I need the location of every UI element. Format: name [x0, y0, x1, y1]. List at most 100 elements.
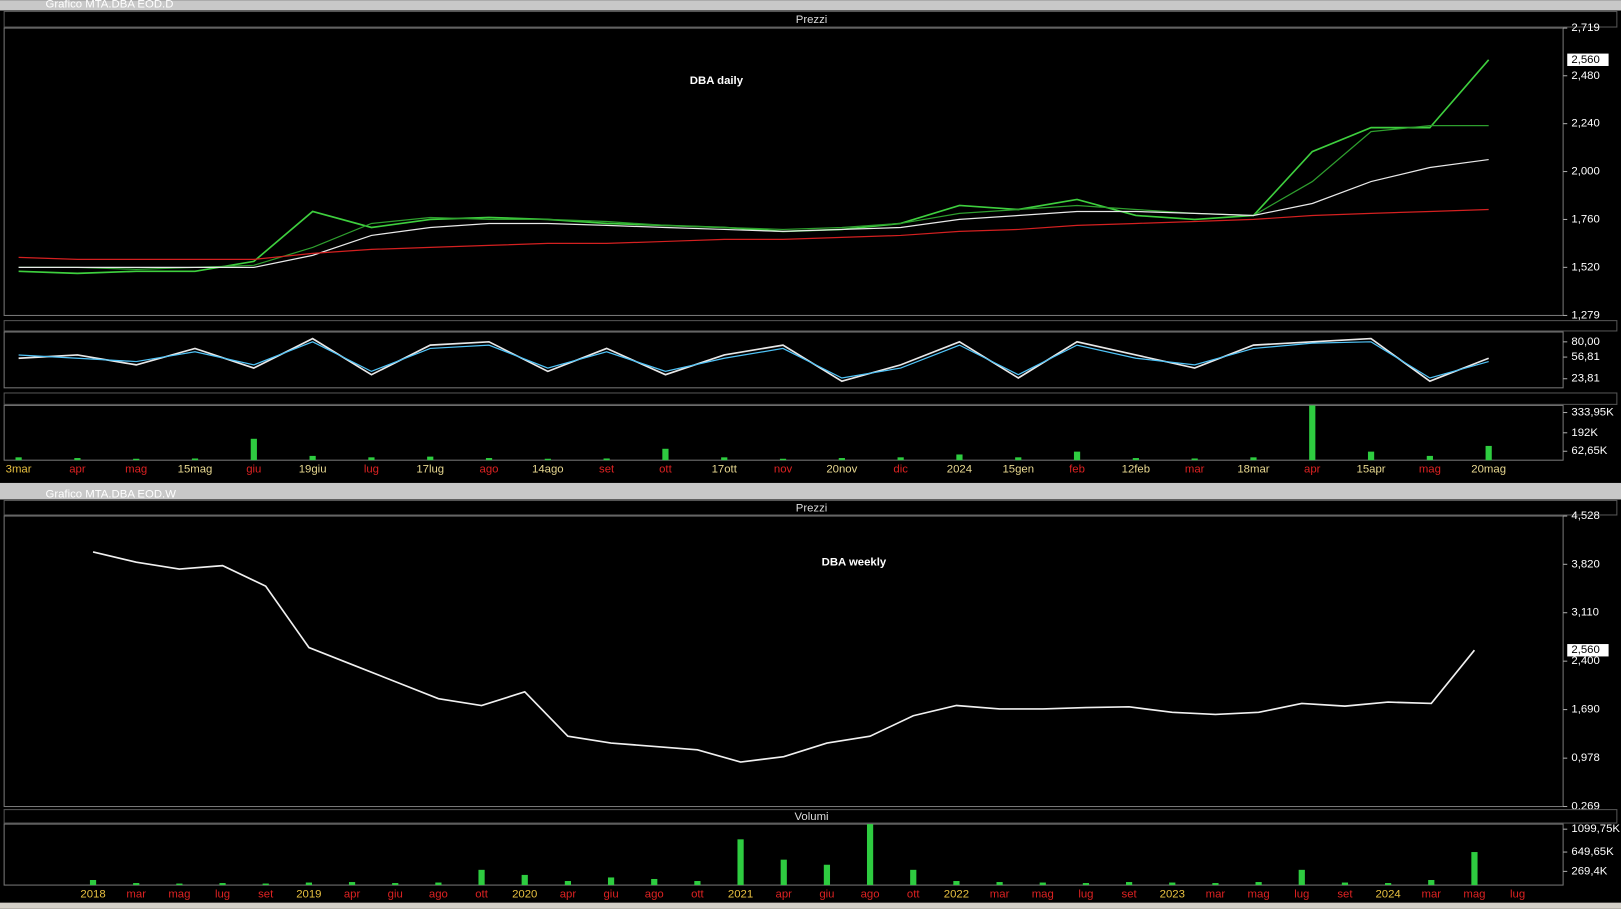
volume-bar — [133, 458, 140, 461]
price-line — [18, 208, 1489, 261]
y-tick-label: 1,760 — [1571, 213, 1599, 225]
volume-bar — [780, 859, 787, 886]
volume-bar — [607, 877, 615, 886]
status-bar — [0, 902, 1621, 909]
x-tick-label: giu — [819, 888, 834, 900]
y-tick-label: 192K — [1571, 427, 1598, 439]
volume-bar — [435, 882, 442, 886]
x-tick-label: lug — [1510, 888, 1525, 900]
volume-bar — [1485, 445, 1492, 461]
volume-bar — [392, 883, 399, 886]
volume-bar — [89, 879, 97, 886]
volume-bar — [478, 869, 485, 886]
volume-bar — [564, 881, 572, 886]
volume-bar — [250, 438, 257, 461]
volume-bar — [953, 881, 960, 886]
x-tick-label: mar — [1421, 888, 1441, 900]
x-tick-label: nov — [774, 463, 793, 475]
header-bar — [3, 392, 1618, 405]
window-bar — [0, 0, 1621, 11]
volume-bar — [1341, 882, 1349, 886]
x-tick-label: apr — [776, 888, 793, 900]
x-tick-label: ott — [691, 888, 704, 900]
volume-bar — [544, 458, 551, 461]
x-tick-label: apr — [344, 888, 361, 900]
price-line — [92, 551, 1476, 763]
window-title: Grafico MTA.DBA EOD.W — [45, 488, 176, 500]
volume-bar — [1428, 879, 1435, 886]
x-tick-label: ago — [429, 888, 448, 900]
price-line — [18, 158, 1489, 269]
x-tick-label: lug — [1294, 888, 1309, 900]
volume-bar — [1015, 457, 1022, 461]
volume-bar — [1039, 882, 1046, 886]
x-tick-label: 17lug — [416, 463, 444, 475]
y-tick-label: 3,110 — [1571, 607, 1599, 619]
last-price-box — [1567, 53, 1609, 66]
x-tick-label: lug — [215, 888, 230, 900]
x-tick-label: apr — [1304, 463, 1321, 475]
y-tick-label: 1,520 — [1571, 261, 1599, 273]
volume-bar — [1082, 883, 1090, 886]
last-price-box — [1567, 644, 1609, 657]
x-tick-label: mag — [1032, 888, 1054, 900]
x-tick-label: 2023 — [1160, 888, 1185, 900]
volume-bar — [521, 874, 528, 886]
volume-bar — [603, 458, 610, 461]
panel-title: Prezzi — [796, 502, 828, 514]
volume-bar — [779, 458, 787, 461]
price-line — [18, 341, 1489, 379]
plot-area — [3, 331, 1564, 389]
volume-bar — [219, 883, 226, 886]
x-tick-label: set — [1337, 888, 1353, 900]
y-tick-label: 2,719 — [1571, 22, 1599, 34]
volume-bar — [1385, 883, 1392, 886]
volume-bar — [1125, 882, 1133, 886]
x-tick-label: 2018 — [80, 888, 105, 900]
x-tick-label: mag — [1419, 463, 1441, 475]
x-tick-label: lug — [1078, 888, 1093, 900]
price-line — [18, 59, 1490, 275]
volume-bar — [651, 878, 658, 886]
header-bar — [3, 499, 1618, 516]
x-tick-label: mar — [1185, 463, 1205, 475]
x-tick-label: giu — [388, 888, 403, 900]
volume-bar — [1169, 882, 1176, 886]
header-bar — [3, 809, 1618, 824]
x-tick-label: feb — [1069, 463, 1085, 475]
volume-bar — [897, 457, 904, 461]
volume-bar — [176, 883, 183, 886]
volume-bar — [1255, 882, 1262, 886]
y-tick-label: 23,81 — [1571, 373, 1599, 385]
annotation: DBA weekly — [822, 557, 887, 569]
x-tick-label: apr — [560, 888, 577, 900]
x-tick-label: 15gen — [1002, 463, 1034, 475]
x-tick-label: 2024 — [947, 463, 972, 475]
last-price-label: 2,560 — [1571, 54, 1599, 66]
x-tick-label: dic — [893, 463, 908, 475]
volume-bar — [485, 458, 493, 461]
volume-bar — [996, 882, 1003, 886]
volume-bar — [1298, 869, 1305, 886]
x-tick-label: 12feb — [1122, 463, 1150, 475]
y-tick-label: 3,820 — [1571, 558, 1599, 570]
x-tick-label: 2020 — [512, 888, 537, 900]
y-tick-label: 333,95K — [1571, 407, 1614, 419]
x-tick-label: ago — [480, 463, 499, 475]
window-bar — [0, 482, 1621, 500]
volume-bar — [133, 883, 140, 886]
x-tick-label: giu — [246, 463, 261, 475]
x-tick-label: mar — [990, 888, 1010, 900]
y-tick-label: 2,400 — [1571, 655, 1599, 667]
volume-bar — [662, 448, 669, 461]
x-tick-label: lug — [364, 463, 379, 475]
header-bar — [3, 10, 1618, 28]
volume-bar — [956, 454, 963, 461]
y-tick-label: 2,480 — [1571, 70, 1599, 82]
x-tick-label: 3mar — [6, 463, 32, 475]
x-tick-label: set — [599, 463, 615, 475]
y-tick-label: 1,690 — [1571, 704, 1599, 716]
volume-bar — [910, 869, 917, 886]
